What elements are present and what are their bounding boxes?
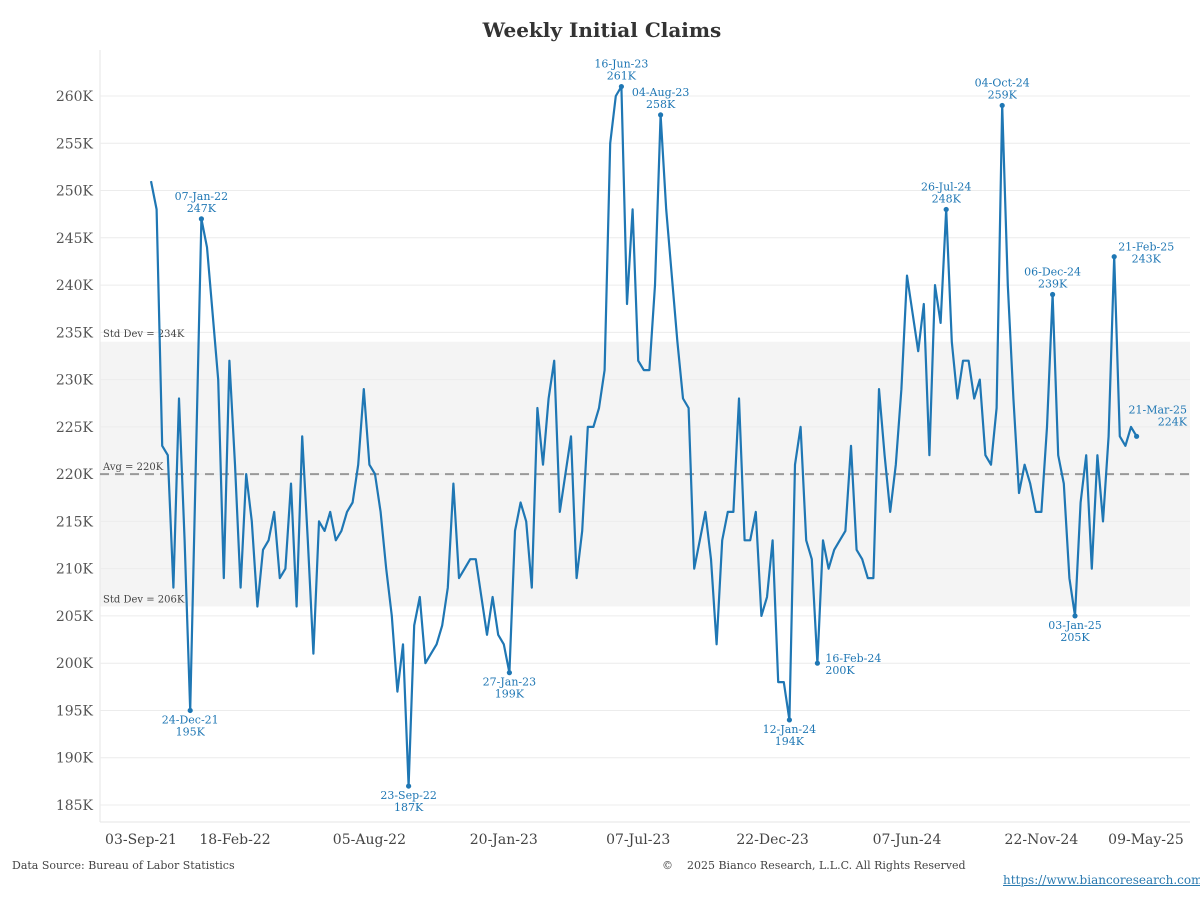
std-lower-label: Std Dev = 206K <box>103 594 185 605</box>
x-tick-label: 22-Dec-23 <box>736 832 808 848</box>
avg-label: Avg = 220K <box>102 462 164 473</box>
y-tick-label: 210K <box>56 562 94 578</box>
y-tick-label: 185K <box>56 798 94 814</box>
y-tick-label: 240K <box>56 278 94 294</box>
annotation-date: 06-Dec-24 <box>1024 266 1081 279</box>
y-tick-label: 255K <box>56 136 94 152</box>
annotation-point <box>814 660 821 666</box>
annotation-date: 12-Jan-24 <box>763 723 816 736</box>
annotation-value: 239K <box>1038 278 1068 291</box>
x-tick-label: 03-Sep-21 <box>105 832 177 848</box>
y-tick-label: 215K <box>56 514 94 530</box>
annotation-date: 21-Mar-25 <box>1128 403 1187 416</box>
annotation-point <box>1134 433 1140 439</box>
annotation-value: 248K <box>932 192 962 205</box>
y-tick-label: 205K <box>56 609 94 625</box>
y-tick-label: 220K <box>56 467 94 483</box>
annotation-point <box>1072 613 1078 619</box>
annotation-value: 224K <box>1158 415 1188 428</box>
data-source: Data Source: Bureau of Labor Statistics <box>12 859 235 872</box>
y-tick-label: 200K <box>56 656 94 672</box>
annotation-date: 04-Oct-24 <box>975 76 1030 89</box>
annotation-point <box>999 102 1005 109</box>
annotation-date: 21-Feb-25 <box>1118 241 1174 254</box>
annotation-date: 26-Jul-24 <box>921 180 971 193</box>
website-link[interactable]: https://www.biancoresearch.com/ <box>1003 873 1200 887</box>
x-tick-label: 20-Jan-23 <box>470 832 538 848</box>
std-upper-label: Std Dev = 234K <box>103 329 185 340</box>
annotation-value: 195K <box>176 725 206 738</box>
annotation-point <box>943 206 949 213</box>
annotation-point <box>1111 254 1117 260</box>
y-tick-label: 230K <box>56 373 94 389</box>
x-tick-label: 18-Feb-22 <box>199 832 270 848</box>
annotation-point <box>198 216 204 222</box>
y-tick-label: 250K <box>56 184 94 200</box>
annotation-date: 07-Jan-22 <box>175 190 228 203</box>
y-tick-label: 260K <box>56 89 94 105</box>
annotation-value: 258K <box>646 98 676 111</box>
annotation-date: 24-Dec-21 <box>162 713 219 726</box>
annotation-value: 200K <box>825 664 855 677</box>
annotation-value: 194K <box>775 735 805 748</box>
series-initial-claims <box>149 85 1138 788</box>
x-tick-label: 22-Nov-24 <box>1005 832 1079 848</box>
y-tick-label: 245K <box>56 231 94 247</box>
annotation-value: 205K <box>1060 631 1090 644</box>
annotation-point <box>786 717 793 723</box>
annotation-point <box>1050 291 1056 298</box>
x-tick-label: 07-Jun-24 <box>873 832 942 848</box>
annotation-point <box>187 707 193 714</box>
annotation-value: 261K <box>607 70 637 83</box>
annotation-date: 04-Aug-23 <box>632 86 690 99</box>
x-tick-label: 05-Aug-22 <box>333 832 406 848</box>
annotation-point <box>506 670 512 676</box>
annotation-date: 16-Feb-24 <box>825 652 881 665</box>
annotation-date: 03-Jan-25 <box>1048 619 1101 632</box>
annotation-point <box>406 783 412 789</box>
chart-title: Weekly Initial Claims <box>482 18 722 42</box>
series-line <box>149 85 1138 788</box>
annotation-value: 247K <box>187 202 217 215</box>
y-tick-label: 195K <box>56 703 94 719</box>
annotation-value: 187K <box>394 801 424 814</box>
annotation-value: 259K <box>988 88 1018 101</box>
reference-lines: Avg = 220K Std Dev = 234K Std Dev = 206K <box>100 329 1190 605</box>
annotation-value: 243K <box>1132 253 1162 266</box>
y-tick-label: 190K <box>56 751 94 767</box>
annotation-value: 199K <box>495 688 525 701</box>
annotation-point <box>618 83 625 90</box>
y-tick-label: 235K <box>56 325 94 341</box>
x-tick-label: 09-May-25 <box>1108 832 1184 848</box>
y-axis: 185K 190K 195K 200K 205K 210K 215K 220K 225K 230K… <box>56 89 94 814</box>
copyright: © 2025 Bianco Research, L.L.C. All Right… <box>662 859 966 872</box>
annotation-date: 23-Sep-22 <box>380 789 437 802</box>
annotation-date: 27-Jan-23 <box>483 676 536 689</box>
x-tick-label: 07-Jul-23 <box>606 832 670 848</box>
y-tick-label: 225K <box>56 420 94 436</box>
annotation-point <box>658 112 664 118</box>
x-axis: 03-Sep-21 18-Feb-22 05-Aug-22 20-Jan-23 07-J… <box>105 832 1184 848</box>
annotation-date: 16-Jun-23 <box>594 58 648 71</box>
